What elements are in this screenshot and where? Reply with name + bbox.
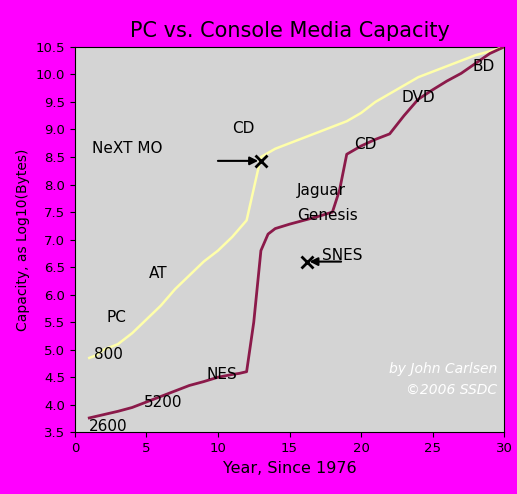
Text: 800: 800 [94, 347, 123, 362]
Text: NES: NES [207, 367, 237, 381]
Text: CD: CD [232, 121, 255, 136]
Text: CD: CD [354, 136, 376, 152]
Title: PC vs. Console Media Capacity: PC vs. Console Media Capacity [130, 21, 449, 41]
Text: Genesis: Genesis [297, 208, 357, 223]
Y-axis label: Capacity, as Log10(Bytes): Capacity, as Log10(Bytes) [16, 148, 30, 331]
Text: Jaguar: Jaguar [297, 183, 346, 198]
Text: 5200: 5200 [144, 395, 182, 410]
X-axis label: Year, Since 1976: Year, Since 1976 [223, 460, 356, 476]
Text: BD: BD [473, 59, 495, 75]
Text: by John Carlsen: by John Carlsen [389, 362, 497, 376]
Text: AT: AT [149, 266, 168, 281]
Text: SNES: SNES [323, 247, 363, 263]
Text: 2600: 2600 [89, 419, 128, 434]
Text: PC: PC [107, 310, 126, 325]
Text: NeXT MO: NeXT MO [92, 141, 163, 156]
Text: DVD: DVD [401, 90, 435, 105]
Text: ©2006 SSDC: ©2006 SSDC [406, 382, 497, 397]
